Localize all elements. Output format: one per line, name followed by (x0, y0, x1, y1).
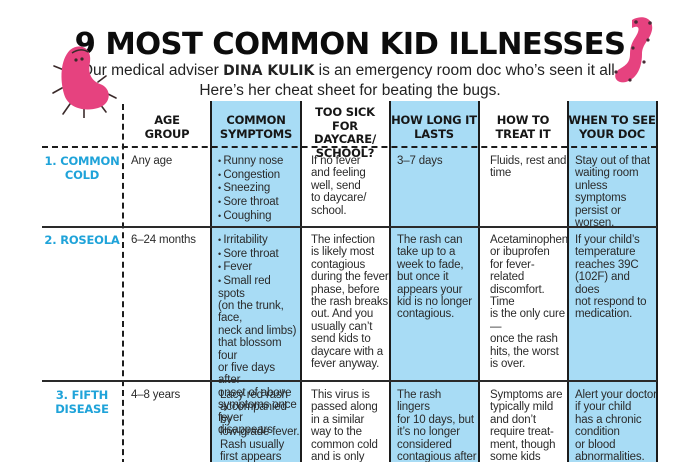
row-label-fifth-disease: 3. FIFTH DISEASE (55, 388, 109, 416)
cell-treat: Acetaminophen or ibuprofen for fever-rel… (490, 234, 568, 371)
pink-bug-icon (52, 46, 117, 118)
row-label-roseola: 2. ROSEOLA (44, 233, 120, 247)
pink-worm-icon (614, 17, 653, 83)
see-doc-column-bg (568, 101, 657, 462)
cell-symptoms: Irritability Sore throat Fever Small red… (218, 234, 300, 438)
symptom-item: Congestion (218, 169, 300, 181)
symptom-item: Fever (218, 261, 300, 273)
symptom-item: Sore throat (218, 196, 300, 208)
symptom-item: Sore throat (218, 248, 300, 260)
symptom-item: Runny nose (218, 155, 300, 167)
cell-see-doc: Alert your doctor if your child has a ch… (575, 389, 657, 462)
column-header-symptoms: COMMON SYMPTOMS (219, 113, 293, 141)
column-header-see-doc: WHEN TO SEE YOUR DOC (568, 113, 656, 141)
symptom-item: Sneezing (218, 182, 300, 194)
column-header-age: AGE GROUP (144, 113, 190, 141)
cell-see-doc: Stay out of that waiting room unless sym… (575, 155, 650, 230)
row-divider (42, 226, 657, 228)
symptom-item: Irritability (218, 234, 300, 246)
column-divider (210, 101, 212, 462)
cell-treat: Fluids, rest and time (490, 155, 567, 180)
duration-column-bg (390, 101, 478, 462)
column-divider (122, 104, 124, 462)
page-title: 9 MOST COMMON KID ILLNESSES (74, 27, 626, 62)
column-header-duration: HOW LONG IT LASTS (391, 113, 477, 141)
symptom-item: Coughing (218, 210, 300, 222)
cell-too-sick: The infection is likely most contagious … (311, 234, 389, 371)
column-divider (567, 101, 569, 462)
symptom-list: Irritability Sore throat Fever Small red… (218, 234, 300, 436)
row-label-common-cold: 1. COMMON COLD (44, 154, 120, 182)
subtitle-line-1: Our medical adviser DINA KULIK is an eme… (0, 61, 700, 81)
cell-symptoms: Lacy red rash accompanied by low-grade f… (220, 389, 300, 462)
cell-too-sick: If no fever and feeling well, send to da… (311, 155, 367, 217)
row-divider (42, 380, 657, 382)
subtitle-text: is an emergency room doc who’s seen it a… (314, 62, 620, 79)
column-header-too-sick: TOO SICK FOR DAYCARE/ SCHOOL? (314, 105, 376, 160)
cell-age: 4–8 years (131, 389, 181, 401)
subtitle-line-2: Here’s her cheat sheet for beating the b… (199, 82, 501, 99)
column-divider (300, 101, 302, 462)
subtitle-text: Our medical adviser (80, 62, 224, 79)
symptom-list: Runny nose Congestion Sneezing Sore thro… (218, 155, 300, 222)
cell-too-sick: This virus is passed along in a similar … (311, 389, 378, 462)
column-divider (478, 101, 480, 462)
cell-age: 6–24 months (131, 234, 196, 246)
cell-duration: The rash can take up to a week to fade, … (397, 234, 472, 321)
cell-duration: 3–7 days (397, 155, 443, 167)
column-header-treat: HOW TO TREAT IT (495, 113, 551, 141)
column-divider (656, 101, 658, 462)
subtitle: Our medical adviser DINA KULIK is an eme… (0, 61, 700, 100)
adviser-name: DINA KULIK (223, 63, 315, 79)
column-divider (389, 101, 391, 462)
cell-see-doc: If your child’s temperature reaches 39C … (575, 234, 647, 321)
cell-age: Any age (131, 155, 173, 167)
cell-duration: The rash lingers for 10 days, but it’s n… (397, 389, 477, 462)
header-divider (42, 146, 657, 148)
cell-symptoms: Runny nose Congestion Sneezing Sore thro… (218, 155, 300, 224)
cell-treat: Symptoms are typically mild and don’t re… (490, 389, 563, 462)
symptom-item: Small red spots (on the trunk, face, nec… (218, 275, 300, 436)
